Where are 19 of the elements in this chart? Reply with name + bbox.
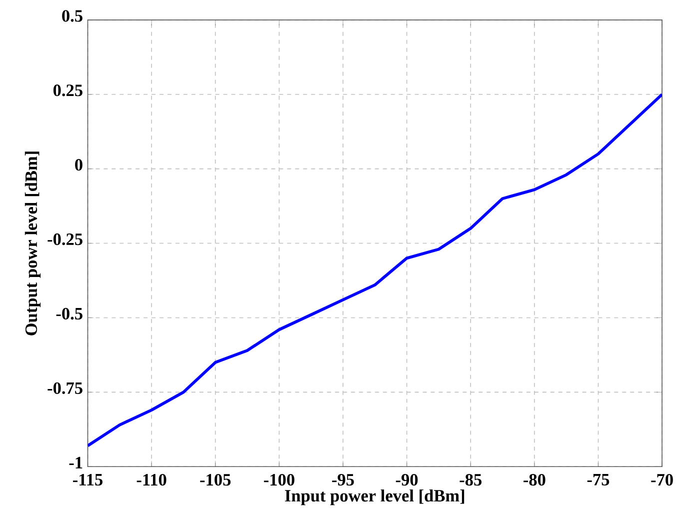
- y-tick-label: -0.25: [48, 233, 82, 245]
- y-tick-label: 0: [75, 158, 82, 170]
- y-tick-label: -0.75: [48, 382, 82, 394]
- x-tick-label: -115: [73, 474, 102, 486]
- y-tick-label: -0.5: [56, 308, 82, 320]
- y-tick-label: 0.25: [53, 84, 82, 96]
- x-tick-label: -75: [587, 474, 610, 486]
- x-tick-label: -80: [524, 474, 546, 486]
- x-tick-label: -100: [264, 474, 294, 486]
- y-axis-title: Output powr level [dBm]: [24, 151, 41, 336]
- y-tick-label: 0.5: [62, 10, 82, 22]
- x-tick-label: -95: [332, 474, 354, 486]
- x-tick-label: -85: [460, 474, 482, 486]
- x-tick-label: -90: [396, 474, 418, 486]
- y-tick-label: -1: [69, 456, 82, 468]
- x-axis-title: Input power level [dBm]: [284, 489, 464, 505]
- x-tick-label: -105: [200, 474, 231, 486]
- x-tick-label: -110: [136, 474, 166, 486]
- x-tick-label: -70: [651, 474, 673, 486]
